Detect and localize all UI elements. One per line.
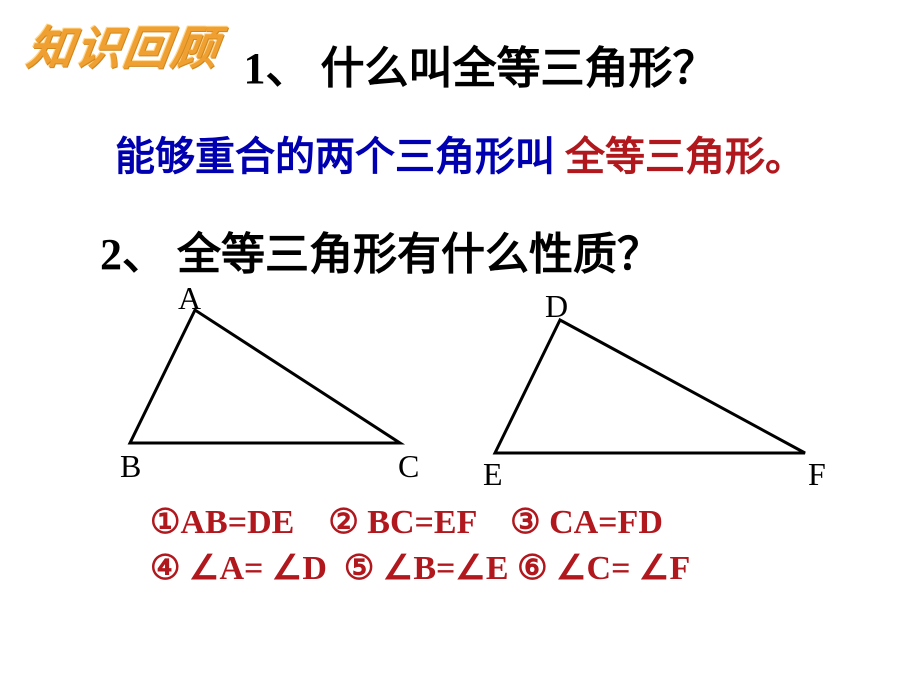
vertex-label-b: B xyxy=(120,448,141,485)
slide-content: 1、 什么叫全等三角形？ 能够重合的两个三角形叫 全等三角形。 2、 全等三角形… xyxy=(0,32,920,592)
properties-line-2: ④ ∠A= ∠D ⑤ ∠B=∠E ⑥ ∠C= ∠F xyxy=(150,546,920,592)
vertex-label-f: F xyxy=(808,456,826,493)
triangle-def xyxy=(495,320,805,453)
properties-list: ①AB=DE ② BC=EF ③ CA=FD ④ ∠A= ∠D ⑤ ∠B=∠E … xyxy=(150,500,920,592)
vertex-label-d: D xyxy=(545,288,568,325)
triangle-abc xyxy=(130,310,400,443)
answer-part-blue: 能够重合的两个三角形叫 xyxy=(115,134,565,179)
vertex-label-c: C xyxy=(398,448,419,485)
vertex-label-a: A xyxy=(178,280,201,317)
question-1-title: 1、 什么叫全等三角形？ xyxy=(40,32,920,96)
question-2-title: 2、 全等三角形有什么性质？ xyxy=(100,218,920,282)
vertex-label-e: E xyxy=(483,456,503,493)
question-1-answer: 能够重合的两个三角形叫 全等三角形。 xyxy=(0,124,920,182)
answer-part-red: 全等三角形。 xyxy=(565,134,805,179)
properties-line-1: ①AB=DE ② BC=EF ③ CA=FD xyxy=(150,500,920,546)
triangle-diagrams: A B C D E F xyxy=(0,288,920,498)
